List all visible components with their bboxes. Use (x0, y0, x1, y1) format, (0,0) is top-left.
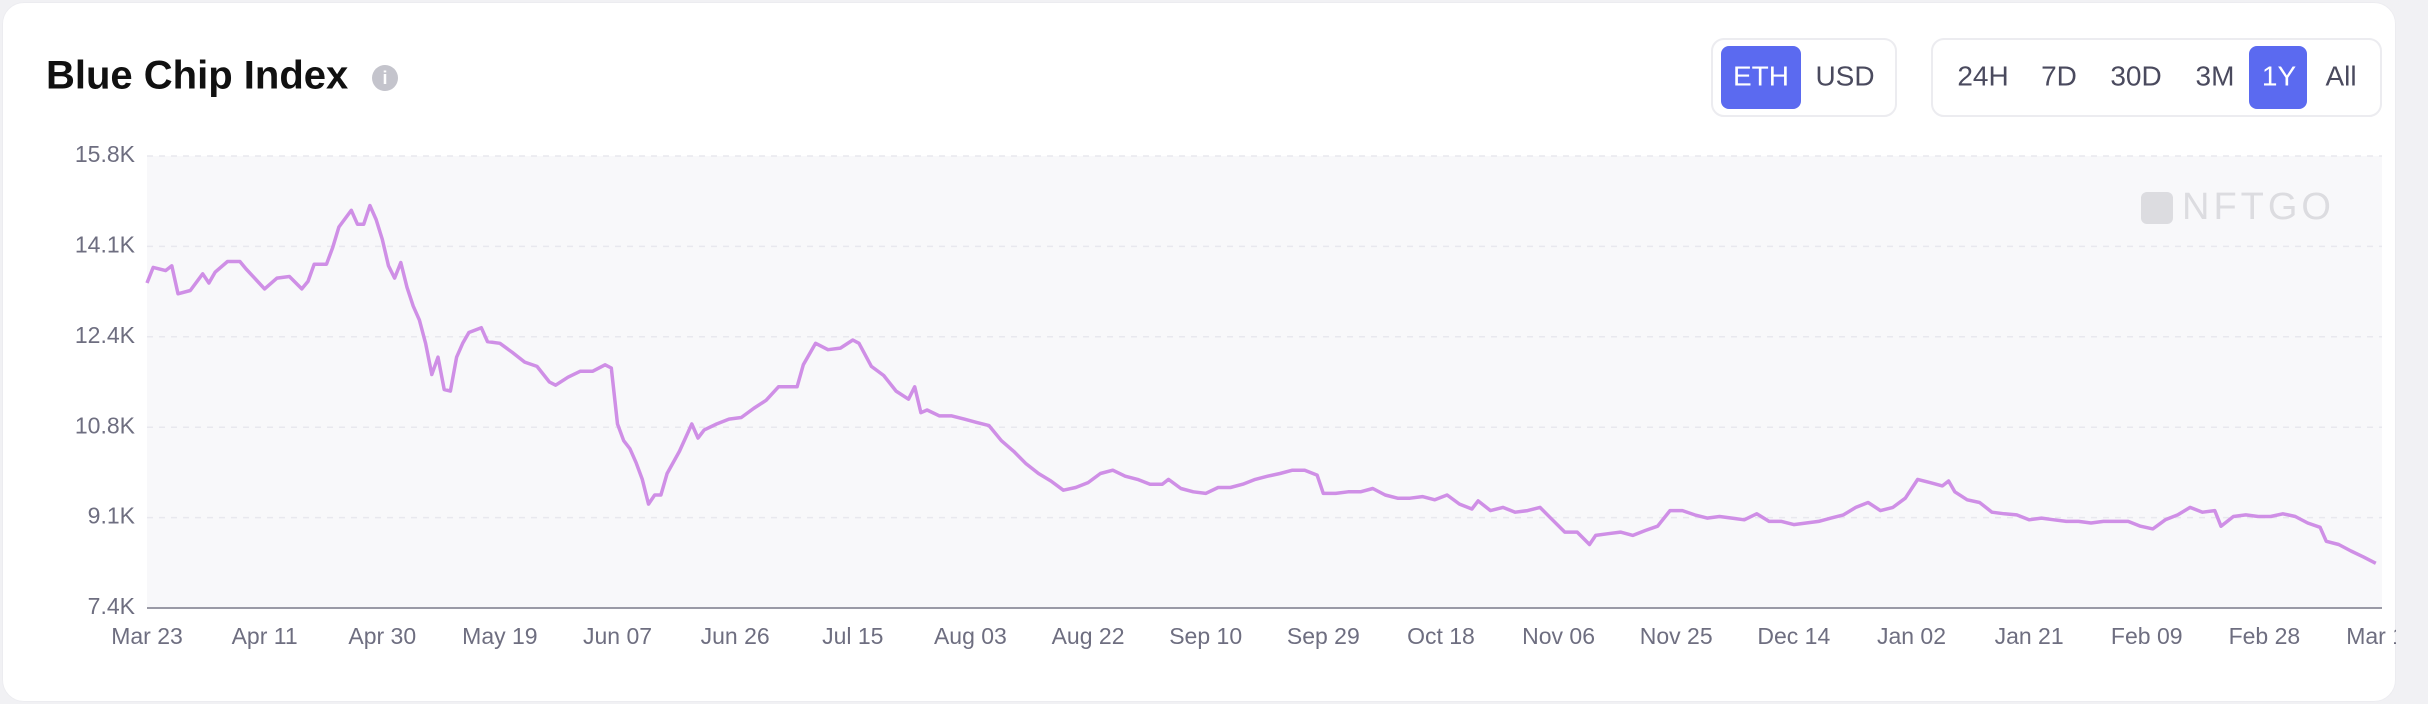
info-icon-glyph: i (382, 68, 387, 88)
toggle-button[interactable]: All (2325, 60, 2356, 91)
y-tick-label: 14.1K (75, 231, 136, 257)
x-tick-label: Feb 09 (2111, 623, 2183, 649)
toggle-button[interactable]: 24H (1957, 60, 2008, 91)
x-tick-label: Aug 22 (1052, 623, 1125, 649)
x-tick-label: May 19 (462, 623, 537, 649)
watermark-logo (2141, 192, 2173, 224)
x-tick-label: Feb 28 (2229, 623, 2301, 649)
title: Blue Chip Index (46, 54, 348, 98)
line-series (145, 203, 2377, 565)
x-tick-label: Jun 26 (701, 623, 770, 649)
x-tick-label: Jul 15 (822, 623, 883, 649)
x-tick-label: Jun 07 (583, 623, 652, 649)
toggle-button[interactable]: 30D (2110, 60, 2161, 91)
x-tick-label: Apr 30 (348, 623, 416, 649)
x-tick-label: Nov 06 (1522, 623, 1595, 649)
x-tick-label: Apr 11 (232, 623, 298, 649)
x-tick-label: Nov 25 (1640, 623, 1713, 649)
x-tick-label: Oct 18 (1407, 623, 1475, 649)
toggle-active (2249, 46, 2307, 109)
x-tick-label: Aug 03 (934, 623, 1007, 649)
y-tick-label: 9.1K (88, 503, 136, 529)
x-tick-label: Jan 21 (1995, 623, 2064, 649)
y-tick-label: 15.8K (75, 141, 136, 167)
y-tick-label: 12.4K (75, 322, 136, 348)
x-tick-label: Mar 23 (111, 623, 183, 649)
plot-area (147, 156, 2382, 608)
x-tick-label: Sep 29 (1287, 623, 1360, 649)
x-tick-label: Dec 14 (1757, 623, 1830, 649)
toggle-button[interactable]: 7D (2041, 60, 2077, 91)
toggle-active (1721, 46, 1801, 109)
info-icon[interactable] (372, 65, 398, 91)
y-tick-label: 7.4K (88, 593, 136, 619)
toggle-button[interactable]: 1Y (2262, 60, 2297, 91)
y-tick-label: 10.8K (75, 412, 136, 438)
x-tick-label: Mar 19 (2346, 623, 2418, 649)
watermark: NFTGO (2182, 186, 2335, 228)
x-tick-label: Jan 02 (1877, 623, 1946, 649)
x-tick-label: Sep 10 (1169, 623, 1242, 649)
toggle-button[interactable]: ETH (1733, 60, 1789, 91)
toggle-button[interactable]: USD (1815, 60, 1874, 91)
toggle-button[interactable]: 3M (2196, 60, 2235, 91)
